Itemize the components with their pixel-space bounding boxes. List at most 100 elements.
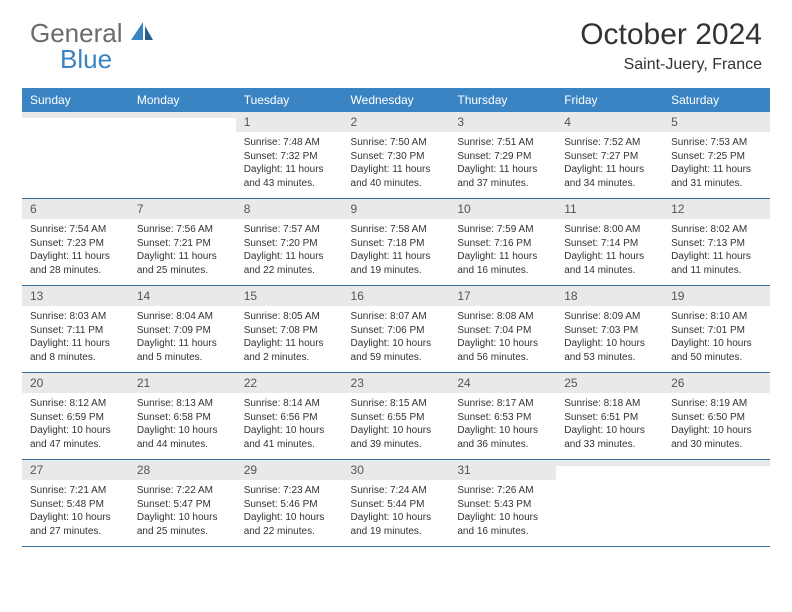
- day-detail-line: Daylight: 10 hours: [564, 424, 655, 438]
- day-number: 3: [449, 112, 556, 132]
- day-cell: 16Sunrise: 8:07 AMSunset: 7:06 PMDayligh…: [343, 286, 450, 373]
- day-details: Sunrise: 7:22 AMSunset: 5:47 PMDaylight:…: [129, 480, 236, 546]
- day-number: 4: [556, 112, 663, 132]
- day-detail-line: Sunset: 5:47 PM: [137, 498, 228, 512]
- day-number: 5: [663, 112, 770, 132]
- day-detail-line: Sunset: 7:16 PM: [457, 237, 548, 251]
- day-detail-line: Sunset: 7:06 PM: [351, 324, 442, 338]
- day-detail-line: Daylight: 11 hours: [244, 250, 335, 264]
- day-detail-line: Sunrise: 8:02 AM: [671, 223, 762, 237]
- day-details: Sunrise: 8:00 AMSunset: 7:14 PMDaylight:…: [556, 219, 663, 285]
- day-cell: 18Sunrise: 8:09 AMSunset: 7:03 PMDayligh…: [556, 286, 663, 373]
- day-detail-line: Sunset: 7:20 PM: [244, 237, 335, 251]
- title-block: October 2024 Saint-Juery, France: [580, 18, 762, 74]
- day-detail-line: and 8 minutes.: [30, 351, 121, 365]
- day-detail-line: Daylight: 11 hours: [30, 250, 121, 264]
- day-detail-line: Daylight: 11 hours: [457, 163, 548, 177]
- week-row: 20Sunrise: 8:12 AMSunset: 6:59 PMDayligh…: [22, 373, 770, 460]
- day-details: Sunrise: 7:58 AMSunset: 7:18 PMDaylight:…: [343, 219, 450, 285]
- day-details: Sunrise: 7:54 AMSunset: 7:23 PMDaylight:…: [22, 219, 129, 285]
- day-details: Sunrise: 8:05 AMSunset: 7:08 PMDaylight:…: [236, 306, 343, 372]
- week-row: 1Sunrise: 7:48 AMSunset: 7:32 PMDaylight…: [22, 112, 770, 199]
- day-details: Sunrise: 7:52 AMSunset: 7:27 PMDaylight:…: [556, 132, 663, 198]
- day-detail-line: Daylight: 10 hours: [137, 511, 228, 525]
- logo: General Blue: [30, 18, 157, 49]
- day-details: [663, 466, 770, 524]
- day-detail-line: Sunset: 7:25 PM: [671, 150, 762, 164]
- day-detail-line: Sunrise: 8:17 AM: [457, 397, 548, 411]
- day-cell: 13Sunrise: 8:03 AMSunset: 7:11 PMDayligh…: [22, 286, 129, 373]
- day-number: 21: [129, 373, 236, 393]
- day-detail-line: Daylight: 11 hours: [137, 250, 228, 264]
- day-detail-line: and 31 minutes.: [671, 177, 762, 191]
- day-detail-line: Sunset: 7:32 PM: [244, 150, 335, 164]
- day-detail-line: Daylight: 10 hours: [30, 511, 121, 525]
- day-cell: [663, 460, 770, 547]
- day-details: Sunrise: 7:56 AMSunset: 7:21 PMDaylight:…: [129, 219, 236, 285]
- day-detail-line: Sunrise: 7:48 AM: [244, 136, 335, 150]
- day-detail-line: and 11 minutes.: [671, 264, 762, 278]
- day-cell: [129, 112, 236, 199]
- day-detail-line: and 43 minutes.: [244, 177, 335, 191]
- day-detail-line: Sunrise: 7:21 AM: [30, 484, 121, 498]
- day-detail-line: Daylight: 10 hours: [457, 511, 548, 525]
- day-cell: 19Sunrise: 8:10 AMSunset: 7:01 PMDayligh…: [663, 286, 770, 373]
- day-detail-line: and 27 minutes.: [30, 525, 121, 539]
- day-detail-line: and 34 minutes.: [564, 177, 655, 191]
- day-details: Sunrise: 7:26 AMSunset: 5:43 PMDaylight:…: [449, 480, 556, 546]
- day-number: 22: [236, 373, 343, 393]
- day-number: 30: [343, 460, 450, 480]
- col-thursday: Thursday: [449, 88, 556, 112]
- day-details: Sunrise: 7:57 AMSunset: 7:20 PMDaylight:…: [236, 219, 343, 285]
- day-detail-line: and 19 minutes.: [351, 525, 442, 539]
- day-detail-line: Sunrise: 8:15 AM: [351, 397, 442, 411]
- location: Saint-Juery, France: [580, 56, 762, 74]
- day-number: 16: [343, 286, 450, 306]
- day-detail-line: Daylight: 11 hours: [564, 163, 655, 177]
- day-detail-line: and 28 minutes.: [30, 264, 121, 278]
- day-detail-line: Daylight: 10 hours: [137, 424, 228, 438]
- day-number: 29: [236, 460, 343, 480]
- day-cell: 28Sunrise: 7:22 AMSunset: 5:47 PMDayligh…: [129, 460, 236, 547]
- day-detail-line: Sunset: 7:30 PM: [351, 150, 442, 164]
- day-detail-line: Sunset: 7:04 PM: [457, 324, 548, 338]
- day-detail-line: Sunrise: 8:19 AM: [671, 397, 762, 411]
- day-details: Sunrise: 8:13 AMSunset: 6:58 PMDaylight:…: [129, 393, 236, 459]
- day-detail-line: Sunrise: 8:12 AM: [30, 397, 121, 411]
- day-detail-line: Daylight: 10 hours: [30, 424, 121, 438]
- day-detail-line: Daylight: 10 hours: [351, 424, 442, 438]
- day-details: [22, 118, 129, 176]
- col-friday: Friday: [556, 88, 663, 112]
- day-details: Sunrise: 7:48 AMSunset: 7:32 PMDaylight:…: [236, 132, 343, 198]
- month-title: October 2024: [580, 18, 762, 52]
- day-details: Sunrise: 8:03 AMSunset: 7:11 PMDaylight:…: [22, 306, 129, 372]
- day-details: Sunrise: 8:10 AMSunset: 7:01 PMDaylight:…: [663, 306, 770, 372]
- day-cell: 7Sunrise: 7:56 AMSunset: 7:21 PMDaylight…: [129, 199, 236, 286]
- day-cell: 3Sunrise: 7:51 AMSunset: 7:29 PMDaylight…: [449, 112, 556, 199]
- day-number: 17: [449, 286, 556, 306]
- day-details: Sunrise: 7:24 AMSunset: 5:44 PMDaylight:…: [343, 480, 450, 546]
- calendar-table: Sunday Monday Tuesday Wednesday Thursday…: [22, 88, 770, 547]
- day-detail-line: Daylight: 11 hours: [137, 337, 228, 351]
- day-detail-line: and 41 minutes.: [244, 438, 335, 452]
- day-detail-line: and 22 minutes.: [244, 264, 335, 278]
- day-detail-line: Daylight: 10 hours: [351, 511, 442, 525]
- day-detail-line: and 16 minutes.: [457, 264, 548, 278]
- day-detail-line: Daylight: 11 hours: [351, 250, 442, 264]
- day-number: 7: [129, 199, 236, 219]
- day-detail-line: Sunset: 7:29 PM: [457, 150, 548, 164]
- day-detail-line: Daylight: 11 hours: [671, 163, 762, 177]
- day-detail-line: Sunrise: 7:54 AM: [30, 223, 121, 237]
- day-detail-line: Sunset: 6:55 PM: [351, 411, 442, 425]
- day-detail-line: Sunset: 6:59 PM: [30, 411, 121, 425]
- day-detail-line: Sunrise: 8:03 AM: [30, 310, 121, 324]
- day-details: [129, 118, 236, 176]
- day-cell: 25Sunrise: 8:18 AMSunset: 6:51 PMDayligh…: [556, 373, 663, 460]
- col-tuesday: Tuesday: [236, 88, 343, 112]
- day-detail-line: Sunrise: 8:04 AM: [137, 310, 228, 324]
- day-cell: 2Sunrise: 7:50 AMSunset: 7:30 PMDaylight…: [343, 112, 450, 199]
- day-detail-line: Daylight: 11 hours: [564, 250, 655, 264]
- day-details: Sunrise: 7:53 AMSunset: 7:25 PMDaylight:…: [663, 132, 770, 198]
- week-row: 13Sunrise: 8:03 AMSunset: 7:11 PMDayligh…: [22, 286, 770, 373]
- header: General Blue October 2024 Saint-Juery, F…: [0, 0, 792, 82]
